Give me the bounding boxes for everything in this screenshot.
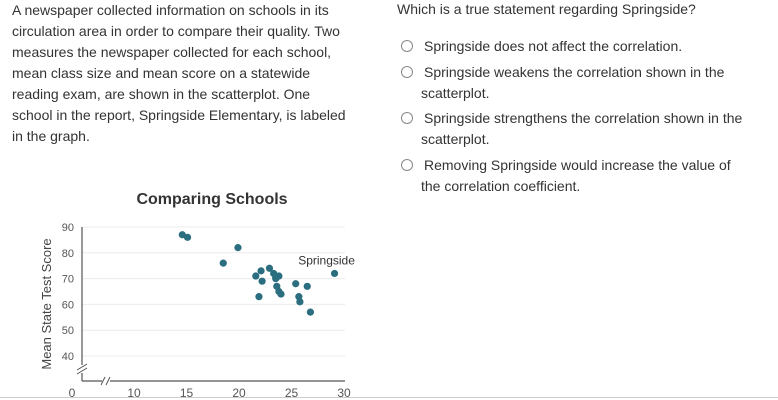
y-tick-label: 40 [62,351,74,363]
springside-label: Springside [298,253,355,267]
passage-line: reading exam, are shown in the scatterpl… [12,86,311,102]
data-point [265,264,274,272]
option-text: the correlation coefficient. [421,178,581,194]
answer-option-2[interactable]: Springside weakens the correlation shown… [398,62,724,104]
x-tick-label: 15 [180,386,194,400]
data-point-springside [330,269,339,278]
data-point [296,298,304,306]
option-text: Removing Springside would increase the v… [424,157,731,173]
y-axis-label: Mean State Test Score [39,238,54,369]
radio-button[interactable] [401,112,413,124]
option-text: Springside weakens the correlation shown… [424,64,725,80]
data-point [303,282,311,290]
passage-line: measures the newspaper collected for eac… [12,44,332,60]
data-point [292,280,300,288]
data-point [183,233,192,241]
y-tick-label: 50 [62,325,74,337]
passage-line: school in the report, Springside Element… [12,107,346,123]
x-tick-label: 10 [127,386,141,400]
passage: A newspaper collected information on sch… [12,0,382,147]
option-text: Springside strengthens the correlation s… [424,110,743,126]
y-tick-label: 80 [62,248,74,260]
data-point [257,267,265,275]
radio-button[interactable] [401,66,413,78]
x-tick-label: 0 [69,386,76,400]
passage-line: in the graph. [12,128,90,144]
answer-option-4[interactable]: Removing Springside would increase the v… [398,155,731,197]
x-axis-break [105,376,111,386]
y-axis-break [76,367,88,375]
chart-title: Comparing Schools [136,191,287,208]
question-text: Which is a true statement regarding Spri… [397,1,696,17]
data-point [258,277,266,285]
option-text: scatterplot. [421,131,490,147]
y-tick-label: 90 [62,222,74,234]
radio-button[interactable] [401,159,413,171]
divider [0,397,778,398]
radio-button[interactable] [401,40,413,52]
x-tick-label: 30 [337,386,351,400]
option-text: Springside does not affect the correlati… [424,38,683,54]
data-point [272,275,280,283]
data-point [255,293,263,301]
data-point [306,308,314,316]
data-point [219,259,227,267]
y-tick-label: 60 [62,299,74,311]
option-text: scatterplot. [421,85,490,101]
x-axis-break [100,376,106,386]
data-point [234,244,242,252]
answer-option-3[interactable]: Springside strengthens the correlation s… [398,108,742,150]
data-point [252,272,260,280]
data-point [277,290,285,298]
y-axis-break [76,363,88,371]
answer-option-1[interactable]: Springside does not affect the correlati… [398,36,682,57]
x-tick-label: 25 [285,386,299,400]
y-tick-label: 70 [62,274,74,286]
passage-line: circulation area in order to compare the… [12,23,340,39]
passage-line: mean class size and mean score on a stat… [12,65,311,81]
x-tick-label: 20 [232,386,246,400]
passage-line: A newspaper collected information on sch… [12,2,329,18]
